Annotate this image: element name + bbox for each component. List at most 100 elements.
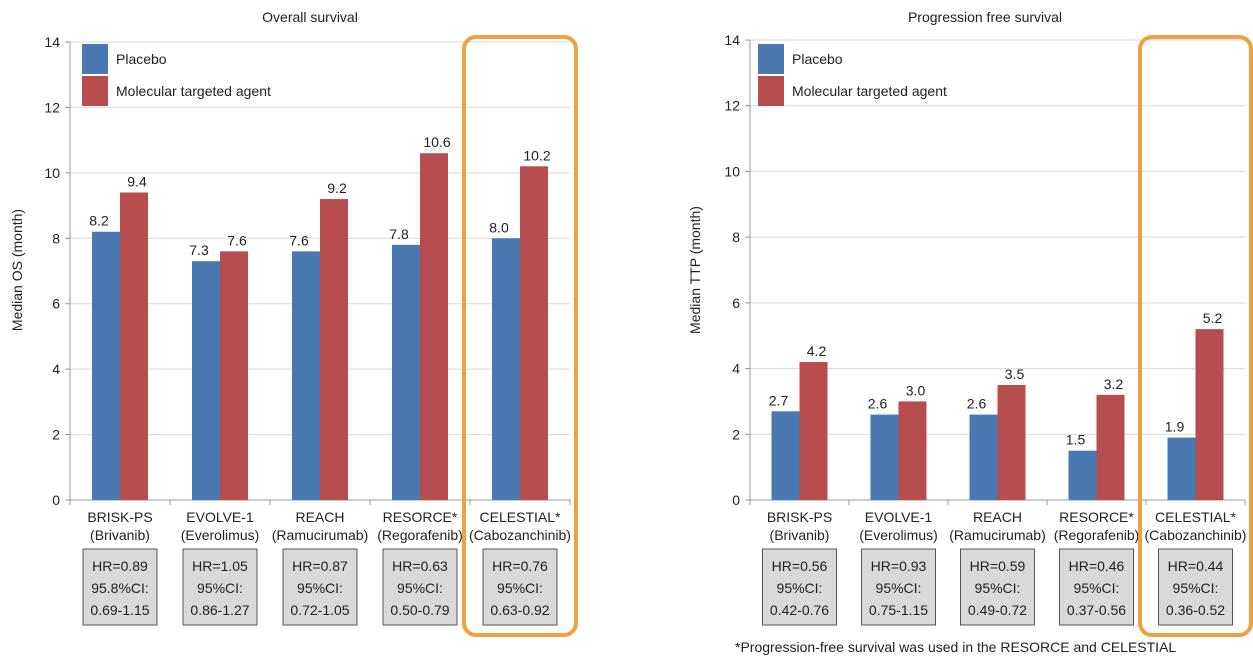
- chart1-data-label: 7.3: [189, 242, 209, 258]
- chart2-bar-placebo: [969, 414, 998, 500]
- chart1-data-label: 9.4: [127, 173, 147, 189]
- chart2-legend-swatch: [758, 76, 784, 106]
- chart1-ytick-label: 10: [44, 165, 60, 181]
- chart1-hr-text: 0.69-1.15: [90, 602, 149, 618]
- chart1-ytick-label: 12: [44, 99, 60, 115]
- chart1-hr-text: HR=0.87: [292, 558, 348, 574]
- chart2-category-label: EVOLVE-1: [865, 509, 933, 525]
- chart2-hr-text: 95%CI:: [876, 580, 922, 596]
- chart1-hr-text: HR=0.63: [392, 558, 448, 574]
- chart2-legend-swatch: [758, 44, 784, 74]
- chart2-bar-agent: [1096, 394, 1125, 500]
- chart2-data-label: 3.5: [1005, 366, 1025, 382]
- chart2-category-label: (Cabozanchinib): [1145, 527, 1247, 543]
- chart1-category-label: (Brivanib): [90, 527, 150, 543]
- chart1-data-label: 7.6: [289, 232, 309, 248]
- chart1-data-label: 10.2: [523, 147, 550, 163]
- chart2-hr-text: 95%CI:: [1074, 580, 1120, 596]
- chart1-hr-text: 0.50-0.79: [390, 602, 449, 618]
- chart2-hr-text: 0.75-1.15: [869, 602, 928, 618]
- chart1-ytick-label: 0: [52, 492, 60, 508]
- chart1-hr-text: 0.63-0.92: [490, 602, 549, 618]
- chart1-category-label: (Cabozanchinib): [469, 527, 571, 543]
- chart1-hr-text: HR=0.89: [92, 558, 148, 574]
- chart1-category-label: EVOLVE-1: [186, 509, 254, 525]
- chart1-category-label: (Ramucirumab): [272, 527, 368, 543]
- chart2-bar-agent: [1195, 329, 1224, 500]
- chart1-hr-box: [182, 548, 258, 626]
- chart1-legend-swatch: [82, 76, 108, 106]
- chart2-ytick-label: 6: [732, 295, 740, 311]
- chart2-hr-text: HR=0.56: [772, 558, 828, 574]
- chart1-category-label: BRISK-PS: [87, 509, 152, 525]
- chart1-category-label: REACH: [295, 509, 344, 525]
- chart2-ytick-label: 14: [724, 32, 740, 48]
- chart1-category-label: (Everolimus): [181, 527, 260, 543]
- chart1-data-label: 8.2: [89, 213, 109, 229]
- chart1-hr-box: [82, 548, 158, 626]
- chart1-ytick-label: 8: [52, 230, 60, 246]
- chart2-legend-label: Placebo: [792, 51, 843, 67]
- chart2-hr-text: HR=0.59: [970, 558, 1026, 574]
- footnote: *Progression-free survival was used in t…: [735, 639, 1176, 655]
- chart2-hr-text: 0.49-0.72: [968, 602, 1027, 618]
- chart2-hr-box: [762, 548, 837, 626]
- chart2-hr-text: 95%CI:: [777, 580, 823, 596]
- chart2-category-label: BRISK-PS: [767, 509, 832, 525]
- chart1-legend-swatch: [82, 44, 108, 74]
- chart2-ylabel: Median TTP (month): [687, 206, 703, 334]
- chart2-data-label: 4.2: [807, 343, 827, 359]
- chart1-hr-text: 0.86-1.27: [190, 602, 249, 618]
- chart2-ytick-label: 4: [732, 361, 740, 377]
- chart1-hr-text: 95%CI:: [197, 580, 243, 596]
- chart2-ytick-label: 10: [724, 163, 740, 179]
- chart1-hr-box: [282, 548, 358, 626]
- chart1-hr-text: HR=0.76: [492, 558, 548, 574]
- chart2-hr-text: HR=0.44: [1168, 558, 1224, 574]
- chart2-highlight-box: [1138, 35, 1253, 637]
- chart1-hr-box: [482, 548, 558, 626]
- chart1-ytick-label: 2: [52, 427, 60, 443]
- chart1-bar-agent: [220, 251, 248, 500]
- chart2-hr-box: [960, 548, 1035, 626]
- chart1-bar-placebo: [92, 231, 120, 500]
- chart2-bar-placebo: [771, 411, 800, 500]
- chart2-data-label: 2.6: [967, 396, 987, 412]
- chart1-data-label: 10.6: [423, 134, 450, 150]
- chart2-data-label: 3.0: [906, 382, 926, 398]
- chart1-ytick-label: 6: [52, 296, 60, 312]
- chart2-hr-text: HR=0.93: [871, 558, 927, 574]
- chart1-ytick-label: 4: [52, 361, 60, 377]
- chart2-category-label: (Brivanib): [770, 527, 830, 543]
- chart1-hr-text: HR=1.05: [192, 558, 248, 574]
- chart2-bar-agent: [997, 385, 1026, 500]
- chart1-hr-text: 0.72-1.05: [290, 602, 349, 618]
- chart2-title: Progression free survival: [908, 9, 1062, 25]
- chart2-data-label: 3.2: [1104, 376, 1124, 392]
- chart1-data-label: 9.2: [327, 180, 347, 196]
- chart2-data-label: 2.6: [868, 396, 888, 412]
- chart2-bar-agent: [898, 401, 927, 500]
- chart1-bar-agent: [520, 166, 548, 501]
- chart2-category-label: REACH: [973, 509, 1022, 525]
- chart1-hr-text: 95.8%CI:: [91, 580, 149, 596]
- chart2-category-label: CELESTIAL*: [1155, 509, 1236, 525]
- chart2-hr-box: [1059, 548, 1134, 626]
- chart2-hr-box: [1158, 548, 1233, 626]
- chart1-highlight-box: [462, 35, 578, 637]
- chart1-bar-placebo: [292, 251, 320, 500]
- chart2-data-label: 2.7: [769, 392, 789, 408]
- chart1-bar-agent: [320, 199, 348, 500]
- chart1-bar-agent: [420, 153, 448, 500]
- chart2-ytick-label: 8: [732, 229, 740, 245]
- chart2-hr-text: 95%CI:: [975, 580, 1021, 596]
- chart2-hr-text: 0.42-0.76: [770, 602, 829, 618]
- chart2-ytick-label: 12: [724, 98, 740, 114]
- chart1-category-label: CELESTIAL*: [480, 509, 561, 525]
- chart2-ytick-label: 2: [732, 426, 740, 442]
- chart1-category-label: (Regorafenib): [377, 527, 463, 543]
- chart2-bar-placebo: [870, 414, 899, 500]
- chart2-bar-agent: [799, 362, 828, 500]
- chart1-ytick-label: 14: [44, 34, 60, 50]
- chart1-data-label: 7.6: [227, 232, 247, 248]
